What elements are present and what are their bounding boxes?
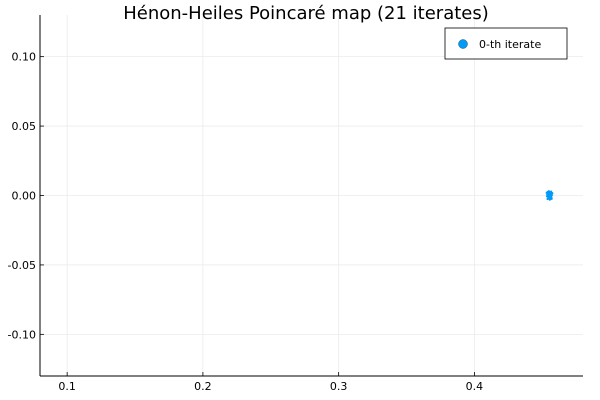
x-tick-label: 0.3 — [330, 380, 348, 393]
grid-lines — [40, 15, 583, 376]
scatter-point — [550, 196, 553, 199]
x-tick-labels: 0.1 0.2 0.3 0.4 — [58, 380, 483, 393]
axes — [39, 15, 583, 377]
y-tick-label: -0.10 — [8, 328, 36, 341]
legend-marker — [458, 39, 468, 49]
legend: 0-th iterate — [444, 27, 568, 60]
legend-box — [444, 27, 568, 60]
y-tick-label: 0.05 — [12, 120, 37, 133]
legend-label: 0-th iterate — [479, 38, 541, 51]
scatter-point — [546, 192, 550, 195]
scatter-point — [549, 198, 552, 201]
scatter-point — [547, 190, 551, 193]
scatter-point — [551, 192, 554, 195]
scatter-point — [547, 194, 550, 198]
x-tick-label: 0.1 — [58, 380, 76, 393]
y-tick-label: 0.10 — [12, 51, 37, 64]
x-tick-label: 0.4 — [466, 380, 484, 393]
y-tick-labels: -0.10 -0.05 0.00 0.05 0.10 — [8, 51, 36, 342]
x-tick-label: 0.2 — [194, 380, 212, 393]
y-tick-label: -0.05 — [8, 259, 36, 272]
scatter-point — [546, 197, 549, 201]
chart-title: Hénon-Heiles Poincaré map (21 iterates) — [123, 3, 489, 24]
scatter-point — [549, 190, 553, 193]
y-tick-label: 0.00 — [12, 190, 37, 203]
scatter-points — [545, 190, 554, 201]
